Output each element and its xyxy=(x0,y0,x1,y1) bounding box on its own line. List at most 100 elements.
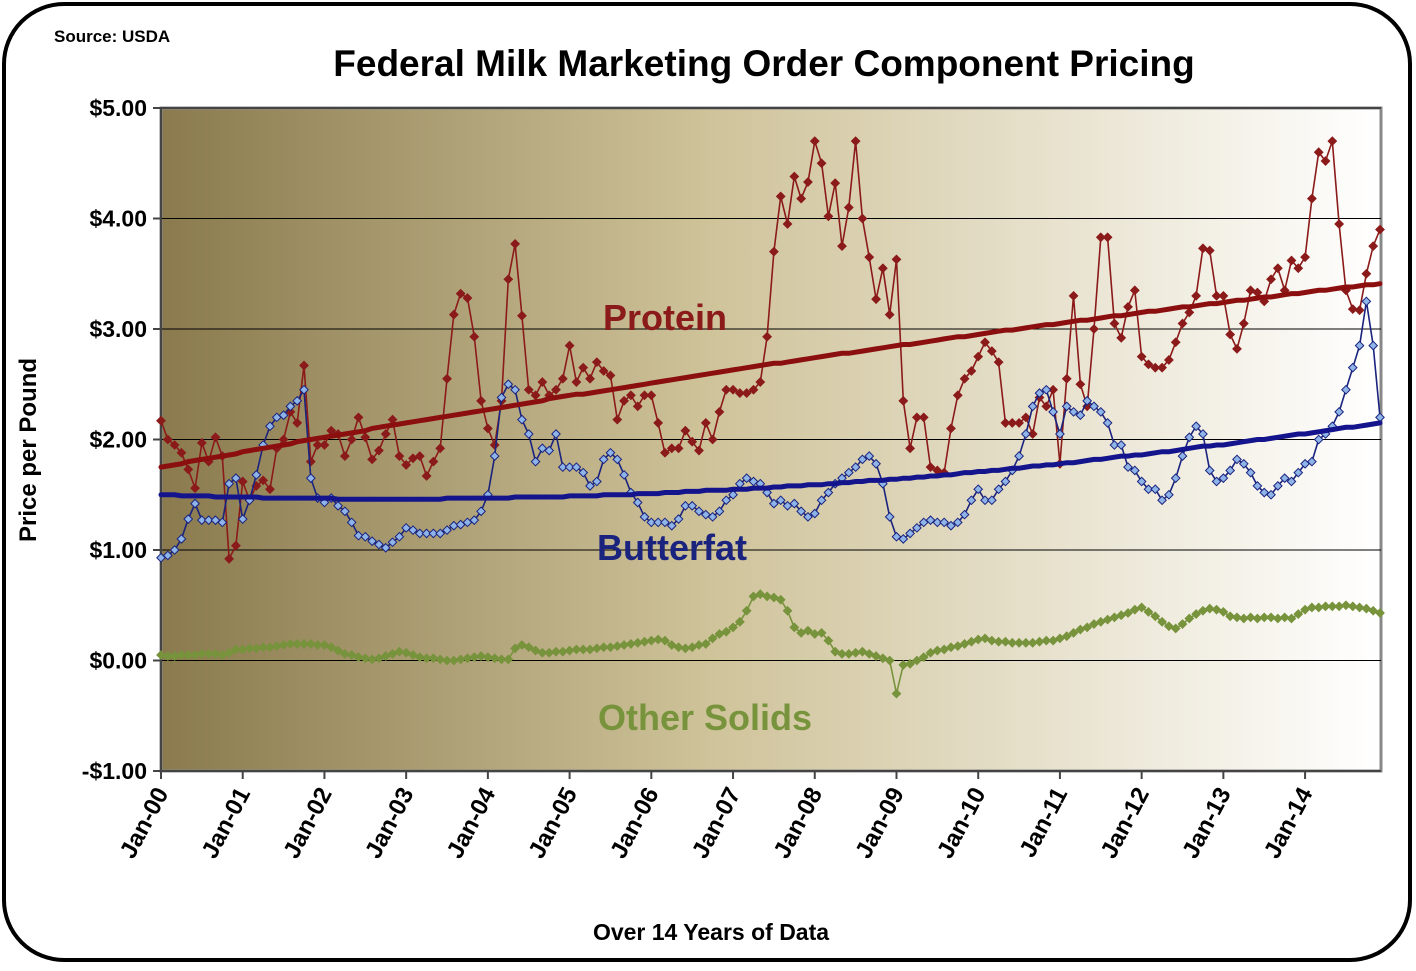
data-point xyxy=(782,605,793,616)
data-point xyxy=(1361,603,1372,614)
data-point xyxy=(1259,612,1270,623)
data-point xyxy=(1279,473,1290,484)
data-point xyxy=(864,648,875,659)
data-point xyxy=(1245,612,1256,623)
data-point xyxy=(1238,318,1249,329)
data-point xyxy=(1061,401,1072,412)
data-point xyxy=(728,489,738,500)
data-point xyxy=(421,653,432,664)
data-point xyxy=(884,309,895,320)
data-point xyxy=(1136,476,1147,487)
data-point xyxy=(578,467,589,478)
data-point xyxy=(912,522,922,533)
data-point xyxy=(1014,451,1024,461)
data-point xyxy=(428,456,439,467)
data-point xyxy=(1020,412,1031,423)
data-point xyxy=(448,309,459,320)
data-point xyxy=(666,443,677,454)
data-point xyxy=(292,639,303,649)
data-point xyxy=(258,475,269,486)
data-point xyxy=(380,542,391,553)
data-point xyxy=(537,647,548,658)
data-point xyxy=(374,539,384,550)
data-point xyxy=(339,506,350,517)
data-point xyxy=(517,310,527,321)
data-point xyxy=(1354,340,1365,351)
data-point xyxy=(952,390,963,401)
data-point xyxy=(905,658,916,669)
data-point xyxy=(918,652,929,663)
data-point xyxy=(1204,465,1215,476)
data-point xyxy=(265,484,275,495)
data-point xyxy=(612,414,623,425)
data-point xyxy=(312,640,323,650)
data-point xyxy=(176,447,187,458)
data-point xyxy=(1075,410,1086,421)
series-label: Butterfat xyxy=(597,527,747,568)
data-point xyxy=(394,451,405,461)
data-point xyxy=(755,589,766,600)
data-point xyxy=(414,451,425,461)
data-point xyxy=(190,483,200,494)
data-point xyxy=(871,458,881,469)
data-point xyxy=(660,447,670,458)
data-point xyxy=(442,655,452,666)
data-point xyxy=(986,346,997,357)
data-point xyxy=(1014,418,1024,428)
data-point xyxy=(1327,136,1338,147)
data-point xyxy=(1334,219,1345,229)
data-point xyxy=(741,473,752,484)
data-point xyxy=(299,360,309,371)
data-point xyxy=(169,545,180,555)
data-point xyxy=(428,653,439,664)
data-point xyxy=(1027,401,1038,412)
data-point xyxy=(203,515,214,526)
data-point xyxy=(1300,252,1310,263)
data-point xyxy=(653,517,664,528)
data-point xyxy=(360,531,371,542)
data-point xyxy=(639,390,650,401)
data-point xyxy=(1068,290,1079,301)
data-point xyxy=(1306,456,1317,467)
data-point xyxy=(823,487,834,498)
data-point xyxy=(169,440,180,450)
data-point xyxy=(632,497,643,508)
data-point xyxy=(823,211,834,222)
data-point xyxy=(1225,611,1236,622)
data-point xyxy=(1232,343,1242,354)
data-point xyxy=(523,384,534,395)
data-point xyxy=(510,239,521,249)
data-point xyxy=(312,440,323,450)
data-point xyxy=(217,517,228,528)
data-point xyxy=(1000,476,1011,487)
chart-title: Federal Milk Marketing Order Component P… xyxy=(333,43,1194,84)
data-point xyxy=(932,517,943,528)
data-point xyxy=(183,464,194,475)
data-point xyxy=(1116,440,1127,450)
data-point xyxy=(775,191,786,202)
data-point xyxy=(346,434,357,445)
y-tick-label: $1.00 xyxy=(89,537,147,563)
data-point xyxy=(877,263,888,274)
data-point xyxy=(884,655,895,666)
data-point xyxy=(476,506,486,517)
data-point xyxy=(510,384,521,395)
data-point xyxy=(1306,193,1317,204)
data-point xyxy=(1143,606,1154,617)
data-point xyxy=(571,462,582,473)
series-label: Other Solids xyxy=(598,697,812,738)
data-point xyxy=(1136,602,1147,613)
data-point xyxy=(224,553,235,564)
data-point xyxy=(360,653,371,664)
data-point xyxy=(428,528,439,539)
data-point xyxy=(762,591,773,602)
data-point xyxy=(469,331,480,342)
data-point xyxy=(496,392,507,403)
data-point xyxy=(421,471,432,481)
y-tick-label: $0.00 xyxy=(89,648,147,674)
data-point xyxy=(775,495,786,506)
data-point xyxy=(585,373,595,384)
data-point xyxy=(394,531,405,542)
data-point xyxy=(918,412,929,423)
data-point xyxy=(517,414,527,425)
